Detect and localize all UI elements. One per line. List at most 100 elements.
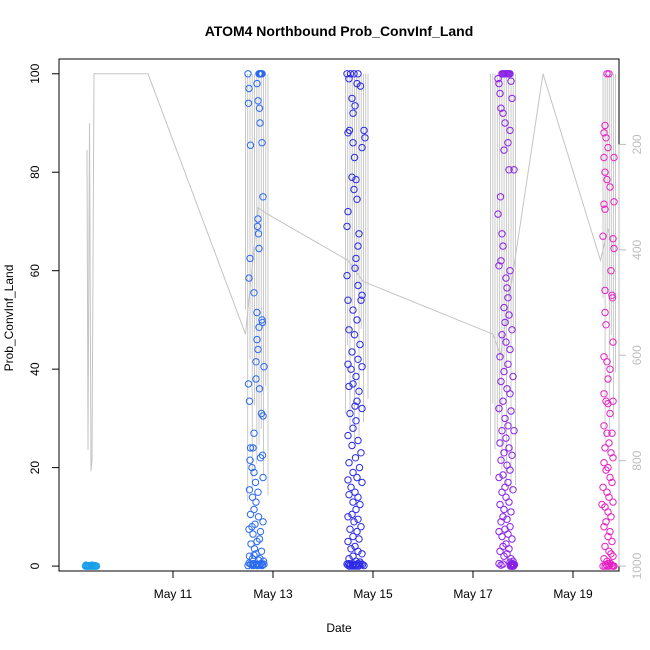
data-point <box>496 89 504 98</box>
data-point <box>344 537 352 546</box>
data-point <box>500 552 508 560</box>
data-point <box>349 424 357 432</box>
data-point <box>601 562 609 570</box>
data-point <box>351 562 360 570</box>
y-axis-label: Prob_ConvInf_Land <box>2 265 16 372</box>
data-point <box>351 454 360 462</box>
data-point <box>355 535 363 543</box>
data-point <box>349 306 357 314</box>
data-point <box>607 449 615 457</box>
data-point <box>256 454 265 462</box>
data-point <box>344 129 352 137</box>
y-tick-label: 80 <box>28 165 42 179</box>
data-point <box>349 498 357 506</box>
data-point <box>358 478 366 487</box>
data-point <box>245 525 253 533</box>
y-tick-label: 40 <box>28 362 42 376</box>
data-point <box>498 488 506 496</box>
data-point <box>606 409 614 418</box>
data-point <box>349 139 357 147</box>
data-point <box>358 291 366 299</box>
series-may-9 <box>81 561 101 570</box>
data-point <box>499 242 507 250</box>
data-point <box>499 513 507 521</box>
x-tick-label: May 11 <box>154 587 193 601</box>
depth-trace-layer <box>86 73 616 502</box>
data-point <box>255 385 264 393</box>
data-point <box>501 119 509 127</box>
data-point <box>345 459 353 467</box>
data-point <box>501 414 509 423</box>
data-point <box>352 372 360 381</box>
data-point <box>603 488 611 496</box>
data-point <box>252 498 260 506</box>
data-point <box>352 417 360 425</box>
data-point <box>502 434 510 442</box>
data-point <box>608 537 616 546</box>
data-point <box>358 550 366 558</box>
data-point <box>250 505 258 514</box>
data-point <box>496 500 504 509</box>
series-may-14-15 <box>343 70 369 570</box>
data-point <box>610 562 618 570</box>
data-point <box>253 561 262 570</box>
data-point <box>496 353 504 361</box>
data-point <box>355 463 364 472</box>
data-point <box>254 488 262 496</box>
data-point <box>505 444 513 452</box>
data-point <box>352 254 360 263</box>
data-point <box>509 486 517 494</box>
data-point <box>255 104 264 112</box>
data-point <box>609 397 617 405</box>
data-point <box>353 316 361 324</box>
data-point <box>249 561 257 570</box>
data-point <box>600 153 608 162</box>
x-tick-label: May 19 <box>553 587 593 601</box>
data-point <box>601 308 609 317</box>
data-point <box>503 284 511 292</box>
data-point <box>345 382 353 391</box>
data-point <box>258 451 267 459</box>
y-tick-label: 20 <box>28 461 42 475</box>
data-point <box>600 129 608 137</box>
data-point <box>254 513 263 521</box>
data-point <box>259 193 267 201</box>
data-point <box>343 70 351 78</box>
data-point <box>506 466 514 474</box>
data-point <box>254 230 263 238</box>
series-may-19-20 <box>598 70 618 570</box>
data-point <box>599 232 607 240</box>
scatter-points-layer <box>81 70 618 570</box>
data-point <box>351 264 359 272</box>
data-point <box>602 397 610 405</box>
data-point <box>495 559 503 568</box>
data-point <box>256 527 265 536</box>
data-point <box>353 397 361 405</box>
data-point <box>609 552 617 560</box>
depth-trace-burst <box>345 73 369 440</box>
data-point <box>255 535 264 543</box>
data-point <box>500 367 508 376</box>
data-point <box>253 335 261 344</box>
data-point <box>248 493 257 501</box>
data-point <box>259 518 267 526</box>
data-point <box>348 173 356 181</box>
data-point <box>354 493 362 501</box>
y-tick-label: 60 <box>28 264 42 278</box>
data-point <box>503 515 511 523</box>
data-point <box>354 562 363 570</box>
data-point <box>350 70 358 78</box>
data-point <box>345 326 353 334</box>
data-point <box>347 545 355 553</box>
data-point <box>610 198 618 206</box>
data-point <box>246 254 254 263</box>
data-point <box>608 429 616 437</box>
x-tick-label: May 13 <box>253 587 293 601</box>
data-point <box>603 358 611 366</box>
data-point <box>498 427 506 435</box>
data-point <box>344 513 352 521</box>
secondary-tick-label: 1000 <box>630 552 644 579</box>
data-point <box>358 560 367 569</box>
data-point <box>252 358 260 366</box>
